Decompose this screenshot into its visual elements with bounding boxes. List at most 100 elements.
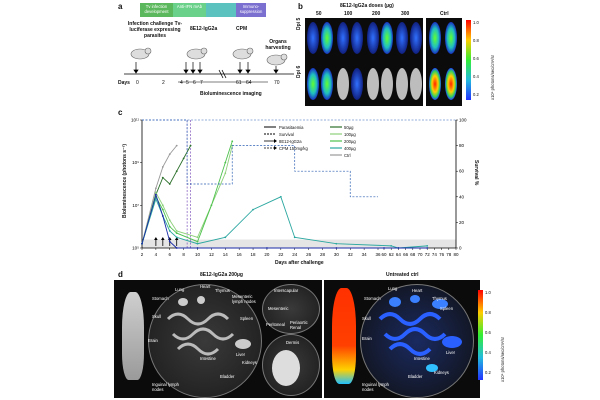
treated-dermis-dish (262, 334, 320, 396)
treated-organs-svg (166, 296, 300, 386)
data-point (189, 144, 192, 147)
x-tick-label: 18 (251, 252, 257, 257)
data-point (154, 198, 157, 200)
treatment-arrow-head (161, 237, 165, 240)
x-tick-label: 62 (389, 252, 395, 257)
data-point (293, 236, 296, 239)
mouse-image-row1 (307, 22, 457, 54)
treatment-arrow-head (154, 237, 158, 240)
organ-label-untreated: Stomach (364, 296, 381, 301)
x-tick-label: 68 (410, 252, 416, 257)
lymph-label: Peritoneal (266, 322, 285, 327)
data-point (168, 219, 171, 222)
legend-label: Survival (279, 132, 294, 137)
data-point (383, 247, 385, 249)
data-point (175, 230, 178, 232)
data-point (252, 208, 254, 211)
data-point (426, 247, 429, 249)
line-chart: 2 4 6 8 10 12 14 16 18 20 22 24 26 28 30 32 34 36 60 62 64 66… (131, 118, 467, 258)
data-point (168, 183, 171, 185)
data-point (224, 236, 227, 239)
organ-label: Thymus (215, 288, 230, 293)
treatment-arrow-head (174, 237, 179, 240)
x-tick-label: 36 (375, 252, 381, 257)
organ-label-untreated: Spleen (440, 306, 454, 311)
data-point (196, 247, 199, 249)
data-point (279, 195, 282, 198)
x-tick-label: 78 (446, 252, 452, 257)
dpi6-label: Dpi 6 (296, 65, 302, 78)
organ-label-untreated: Thymus (432, 296, 447, 301)
dose-label: 200 (372, 11, 381, 17)
x-tick-label: 24 (292, 252, 298, 257)
data-point (168, 153, 171, 156)
x-tick-label: 60 (381, 252, 387, 257)
data-point (168, 225, 171, 228)
organ-label: Bladder (220, 374, 235, 379)
data-point (335, 247, 338, 249)
organ-label: Heart (200, 284, 211, 289)
x-tick-label: 28 (320, 252, 326, 257)
legend-label: 100µg (344, 132, 356, 137)
dose-label: 50 (316, 11, 322, 17)
y-tick-label: 10⁷ (132, 203, 139, 208)
x-tick-label: 12 (209, 252, 215, 257)
mouse-image-row2 (307, 68, 457, 100)
x-tick-label: 64 (396, 252, 402, 257)
data-point (168, 230, 171, 232)
series-line-Ctrl (141, 145, 178, 244)
y2-tick-label: 60 (459, 169, 465, 174)
organ-label-untreated: Heart (412, 288, 423, 293)
data-point (175, 236, 178, 239)
y2-tick-label: 20 (459, 220, 465, 225)
colorbar-tick: 0.4 (485, 350, 491, 355)
mouse-icon (232, 47, 254, 60)
series-line-Survival (142, 119, 378, 198)
bioluminescence-imaging-label: Bioluminescence imaging (200, 91, 262, 97)
organ-label-untreated: Kidneys (434, 370, 449, 375)
data-point (161, 208, 164, 211)
lymph-label: Dermis (286, 340, 300, 345)
x-tick-label: 76 (439, 252, 445, 257)
day-tick: 2 (162, 80, 165, 86)
data-point (182, 157, 185, 160)
x-tick-label: 72 (425, 252, 431, 257)
data-point (141, 242, 143, 245)
tv-infection-box: Tv infection development (140, 3, 173, 17)
colorbar-tick: 0.8 (473, 38, 479, 43)
data-point (175, 170, 178, 173)
y-tick-label: 10¹¹ (131, 118, 140, 123)
dpi5-label: Dpi 5 (296, 17, 302, 30)
organ-label-untreated: Skull (362, 316, 372, 321)
y2-tick-label: 40 (459, 194, 465, 199)
detection-threshold-band (142, 239, 456, 248)
colorbar-tick: 1.0 (485, 290, 491, 295)
day-tick: 70 (274, 80, 280, 86)
x-tick-label: 4 (155, 252, 158, 257)
data-point (266, 247, 268, 249)
organ-label-untreated: Inguinal lymph nodes (362, 382, 390, 392)
legend: Parasitaemia Survival 8E12-IgG2a CPM 150… (262, 124, 392, 164)
untreated-title: Untreated ctrl (386, 272, 419, 278)
data-point (154, 193, 157, 196)
colorbar-tick: 0.6 (473, 56, 479, 61)
legend-label: Ctrl (344, 153, 351, 158)
mouse-icon (130, 47, 152, 60)
organ-label: Lung (175, 287, 185, 292)
data-point (397, 247, 400, 249)
organ-label: Skull (152, 314, 162, 319)
day-tick: 61 (236, 80, 242, 86)
lymph-label: Mesenteric (268, 306, 289, 311)
organ-label-untreated: Lung (388, 286, 398, 291)
infection-challenge-label: Infection challenge Tv-luciferase expres… (127, 21, 183, 39)
colorbar-tick: 0.2 (485, 370, 491, 375)
organ-label: Inguinal lymph nodes (152, 382, 180, 392)
panel-b-label: b (298, 2, 303, 11)
series-line-100µg (141, 145, 233, 244)
data-point (175, 144, 178, 147)
y-tick-label: 10⁹ (132, 160, 139, 165)
day-tick: 6 (193, 80, 196, 86)
panel-a-label: a (118, 2, 123, 11)
data-point (168, 240, 171, 243)
treated-mouse-image (122, 292, 144, 380)
